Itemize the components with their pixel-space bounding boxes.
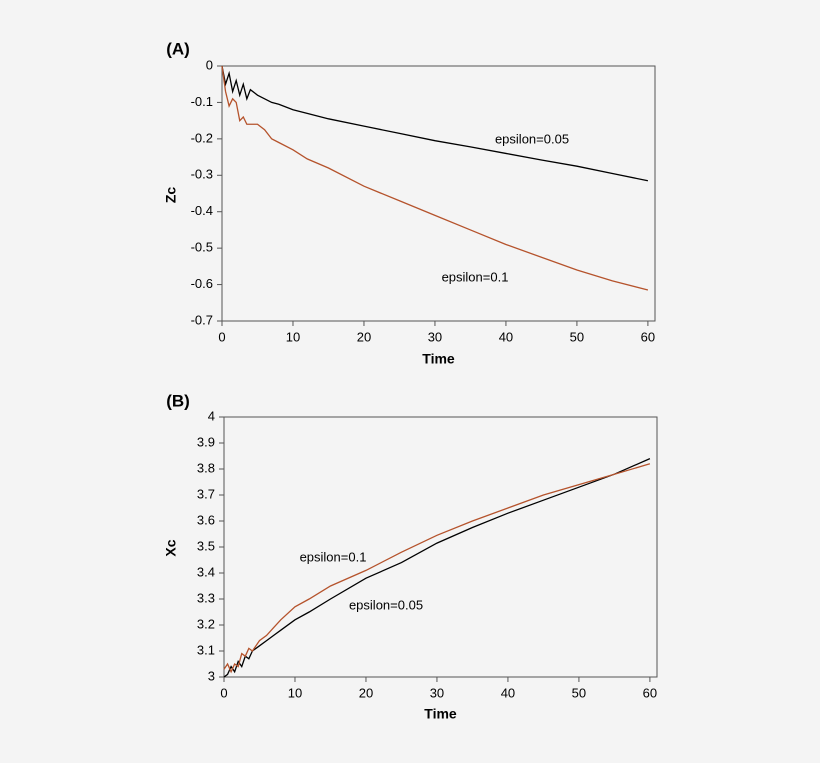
x-tick-label: 30	[430, 685, 444, 700]
y-axis-label: Zc	[163, 187, 179, 204]
x-tick-label: 20	[359, 685, 373, 700]
y-tick-label: -0.6	[191, 276, 213, 291]
x-axis-label: Time	[424, 706, 457, 722]
x-tick-label: 60	[641, 329, 655, 344]
y-tick-label: -0.3	[191, 167, 213, 182]
data-line	[223, 458, 651, 678]
y-tick-label: 3.8	[197, 460, 215, 475]
x-tick-label: 10	[286, 329, 300, 344]
x-axis-label: Time	[422, 351, 455, 367]
y-tick-label: 3.1	[197, 642, 215, 657]
x-tick-label: 50	[572, 685, 586, 700]
y-tick-label: 3.4	[197, 564, 215, 579]
annotation: epsilon=0.05	[495, 131, 569, 146]
x-tick-label: 20	[357, 329, 371, 344]
y-tick-label: -0.4	[191, 203, 213, 218]
y-tick-label: 4	[208, 408, 215, 423]
annotation: epsilon=0.1	[300, 549, 367, 564]
x-tick-label: 60	[643, 685, 657, 700]
x-tick-label: 50	[570, 329, 584, 344]
data-line	[221, 65, 649, 291]
panel-label: (A)	[166, 39, 190, 58]
annotation: epsilon=0.05	[349, 597, 423, 612]
data-line	[221, 65, 649, 182]
y-axis-label: Xc	[163, 539, 179, 556]
plot-area	[221, 65, 656, 322]
y-tick-label: 3.9	[197, 434, 215, 449]
x-tick-label: 40	[501, 685, 515, 700]
y-tick-label: -0.2	[191, 130, 213, 145]
x-tick-label: 30	[428, 329, 442, 344]
x-tick-label: 0	[220, 685, 227, 700]
y-tick-label: 3	[208, 668, 215, 683]
y-tick-label: -0.1	[191, 94, 213, 109]
panel-label: (B)	[166, 391, 190, 410]
data-line	[223, 463, 651, 674]
x-tick-label: 0	[218, 329, 225, 344]
y-tick-label: -0.7	[191, 312, 213, 327]
y-tick-label: 3.5	[197, 538, 215, 553]
y-tick-label: 3.7	[197, 486, 215, 501]
annotation: epsilon=0.1	[442, 269, 509, 284]
plot-area	[223, 416, 658, 678]
y-tick-label: 3.3	[197, 590, 215, 605]
y-tick-label: -0.5	[191, 240, 213, 255]
x-tick-label: 10	[288, 685, 302, 700]
y-tick-label: 0	[206, 57, 213, 72]
y-tick-label: 3.2	[197, 616, 215, 631]
y-tick-label: 3.6	[197, 512, 215, 527]
x-tick-label: 40	[499, 329, 513, 344]
